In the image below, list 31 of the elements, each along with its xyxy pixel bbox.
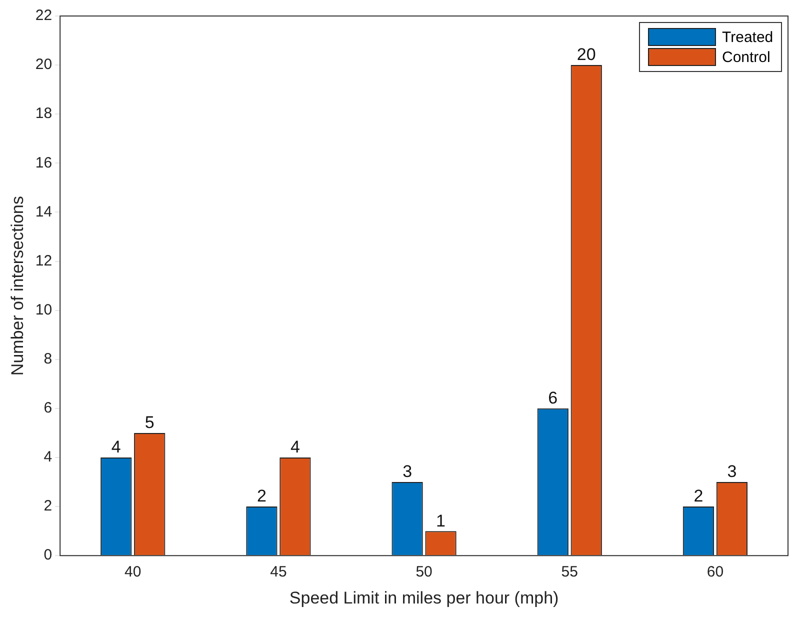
y-tick-label: 14: [35, 203, 52, 220]
x-tick-label: 40: [124, 564, 142, 581]
legend-label: Treated: [722, 28, 774, 46]
y-tick-label: 18: [35, 105, 52, 122]
y-tick-label: 20: [35, 56, 52, 74]
x-tick-label: 50: [416, 564, 432, 581]
data-label: 20: [576, 45, 596, 64]
data-label: 5: [144, 413, 154, 432]
y-axis-title: Number of intersections: [8, 196, 27, 376]
y-tick-label: 0: [44, 546, 52, 564]
y-tick-label: 8: [44, 350, 52, 368]
legend-label: Control: [722, 48, 770, 66]
x-axis-title: Speed Limit in miles per hour (mph): [289, 588, 559, 608]
data-label: 2: [694, 486, 704, 506]
x-tick-label: 55: [561, 564, 578, 581]
y-tick-label: 12: [35, 252, 52, 270]
y-tick-label: 16: [35, 154, 52, 172]
data-label: 2: [256, 486, 266, 506]
y-tick-label: 22: [35, 7, 52, 24]
data-label: 3: [402, 462, 412, 482]
y-tick-label: 2: [44, 498, 52, 515]
data-label: 1: [436, 511, 446, 530]
y-tick-label: 4: [44, 448, 52, 466]
data-label: 3: [727, 462, 737, 482]
y-tick-label: 6: [44, 400, 52, 417]
x-tick-label: 60: [706, 564, 724, 581]
y-tick-label: 10: [35, 301, 52, 318]
data-label: 4: [111, 438, 121, 457]
data-label: 4: [290, 438, 300, 457]
data-label: 6: [548, 388, 558, 408]
x-tick-label: 45: [270, 564, 287, 581]
